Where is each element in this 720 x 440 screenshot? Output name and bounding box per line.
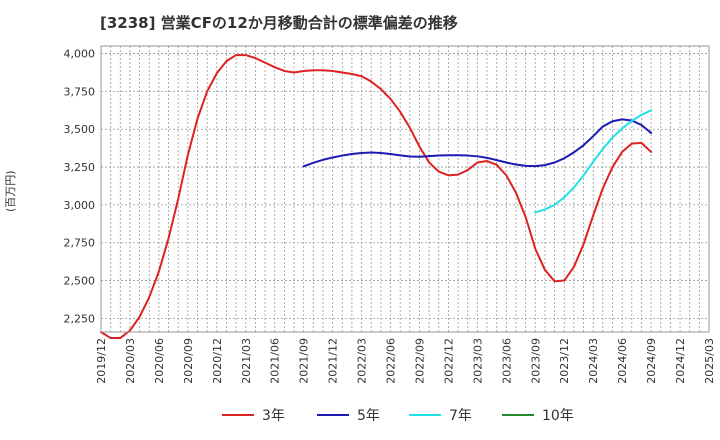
x-tick-label: 2020/06 — [153, 338, 166, 384]
x-tick-label: 2021/06 — [269, 338, 282, 384]
plot-frame — [100, 45, 710, 333]
x-tick-label: 2021/03 — [240, 338, 253, 384]
x-tick-label: 2019/12 — [95, 338, 108, 384]
x-tick-label: 2022/03 — [356, 338, 369, 384]
x-tick-label: 2023/06 — [500, 338, 513, 384]
legend-swatch — [409, 414, 441, 416]
legend-label: 3年 — [262, 408, 285, 424]
chart-svg: 2,250 2,500 2,750 3,000 3,250 3,500 3,750 4,000… — [64, 45, 716, 384]
y-tick-label: 4,000 — [64, 48, 96, 61]
x-tick-label: 2021/09 — [298, 338, 311, 384]
chart-title: [3238] 営業CFの12か月移動合計の標準偏差の推移 — [100, 14, 458, 32]
x-tick-label: 2020/09 — [182, 338, 195, 384]
legend-label: 7年 — [449, 408, 472, 424]
y-tick-label: 3,500 — [64, 123, 96, 136]
legend-swatch — [317, 414, 349, 416]
x-tick-label: 2020/03 — [124, 338, 137, 384]
y-tick-label: 3,250 — [64, 161, 96, 174]
x-tick-label: 2024/06 — [616, 338, 629, 384]
y-tick-label: 2,750 — [64, 237, 96, 250]
series-line-3年 — [100, 54, 653, 340]
gridlines — [100, 46, 710, 332]
y-tick-label: 2,500 — [64, 275, 96, 288]
x-tick-label: 2022/09 — [413, 338, 426, 384]
series-lines — [100, 54, 653, 340]
x-tick-label: 2020/12 — [211, 338, 224, 384]
x-tick-label: 2023/09 — [529, 338, 542, 384]
x-tick-labels: 2019/12 2020/03 2020/06 2020/09 2020/12 2021/… — [95, 338, 716, 384]
x-tick-label: 2024/12 — [674, 338, 687, 384]
x-tick-label: 2022/12 — [442, 338, 455, 384]
legend-label: 10年 — [542, 408, 574, 424]
legend-label: 5年 — [357, 408, 380, 424]
legend-swatch — [502, 414, 534, 416]
x-tick-label: 2022/06 — [385, 338, 398, 384]
x-tick-label: 2024/09 — [645, 338, 658, 384]
legend-swatch — [222, 414, 254, 416]
y-tick-label: 3,000 — [64, 199, 96, 212]
x-tick-label: 2021/12 — [327, 338, 340, 384]
x-tick-label: 2023/12 — [558, 338, 571, 384]
x-tick-label: 2024/03 — [587, 338, 600, 384]
x-tick-label: 2025/03 — [703, 338, 716, 384]
legend: 3年 5年 7年 10年 — [0, 403, 720, 427]
y-tick-labels: 2,250 2,500 2,750 3,000 3,250 3,500 3,750 4,000 — [64, 48, 96, 326]
series-line-7年 — [534, 109, 653, 214]
y-tick-label: 3,750 — [64, 85, 96, 98]
y-tick-label: 2,250 — [64, 312, 96, 325]
x-tick-label: 2023/03 — [471, 338, 484, 384]
series-line-5年 — [302, 118, 653, 168]
